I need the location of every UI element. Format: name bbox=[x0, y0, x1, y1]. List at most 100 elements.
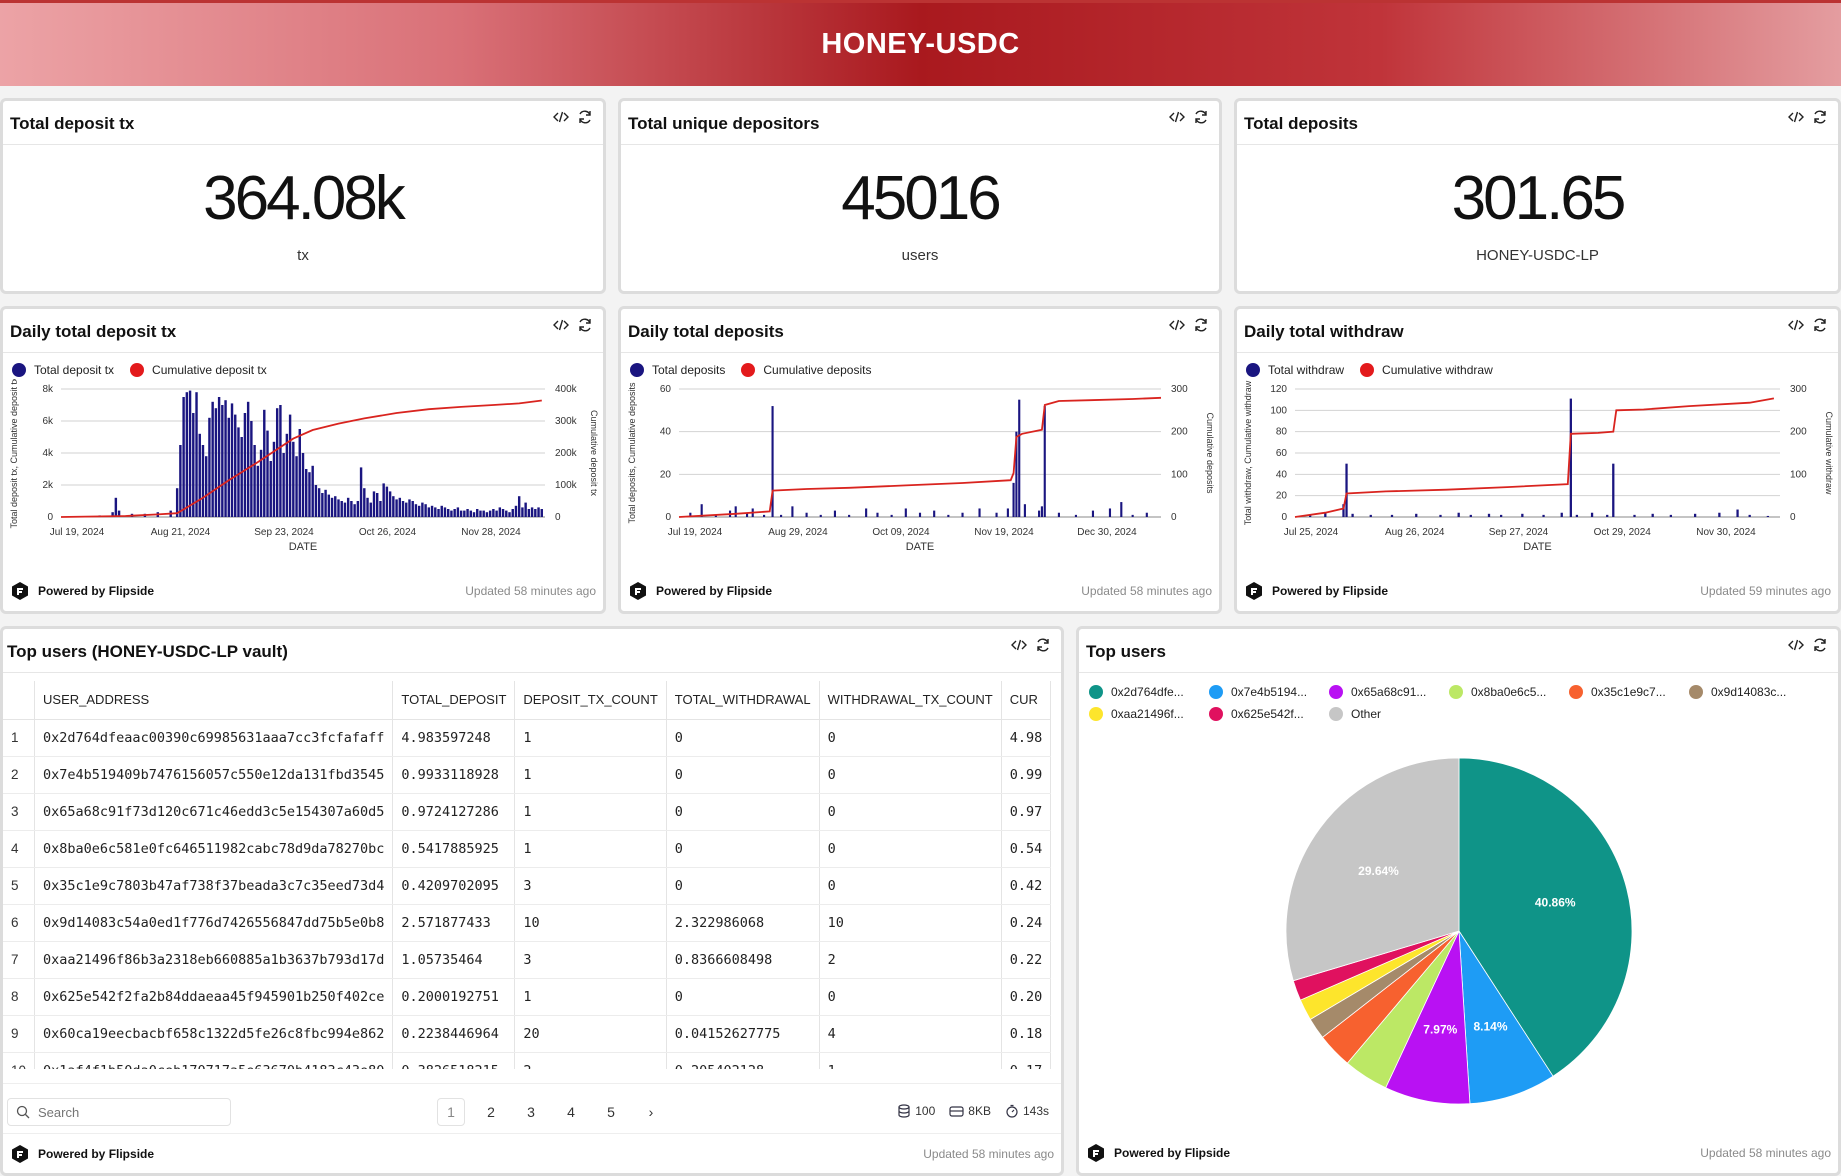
card-header: Total unique depositors bbox=[621, 101, 1219, 145]
y-tick-label: 80 bbox=[1276, 427, 1288, 438]
next-page-button[interactable]: › bbox=[648, 1104, 654, 1120]
y2-tick-label: 300k bbox=[555, 416, 578, 427]
bar bbox=[414, 504, 418, 517]
table-cell: 1 bbox=[514, 719, 667, 757]
legend-swatch bbox=[630, 363, 644, 377]
legend-item[interactable]: 0x9d14083c... bbox=[1689, 685, 1789, 699]
table-row[interactable]: 7 0xaa21496f86b3a2318eb660885a1b3637b793d… bbox=[3, 941, 1052, 979]
dashboard-title: HONEY-USDC bbox=[821, 28, 1020, 60]
column-header[interactable]: TOTAL_WITHDRAWAL bbox=[666, 681, 820, 720]
table-row[interactable]: 1 0x2d764dfeaac00390c69985631aaa7cc3fcfaf… bbox=[3, 719, 1052, 757]
top-users-pie-card: Top users 0x2d764dfe... 0x7e4b5194... 0x65… bbox=[1076, 626, 1841, 1176]
row-number: 3 bbox=[3, 793, 36, 831]
table-controls: 1 2 3 4 5 › 100 8KB 143s bbox=[3, 1083, 1061, 1139]
legend-label: Other bbox=[1351, 707, 1382, 721]
legend-item[interactable]: 0xaa21496f... bbox=[1089, 707, 1189, 721]
chart-card-total-withdraw: Daily total withdraw Total withdraw Cumu… bbox=[1234, 306, 1841, 614]
table-cell: 0.8366608498 bbox=[666, 941, 820, 979]
page-button-5[interactable]: 5 bbox=[607, 1104, 615, 1120]
page-button-2[interactable]: 2 bbox=[487, 1104, 495, 1120]
bar bbox=[527, 509, 531, 517]
powered-by[interactable]: Powered by Flipside bbox=[1086, 1143, 1230, 1163]
legend-item[interactable]: 0x65a68c91... bbox=[1329, 685, 1429, 699]
embed-code-icon[interactable] bbox=[1011, 637, 1027, 653]
powered-by[interactable]: Powered by Flipside bbox=[628, 581, 772, 601]
embed-code-icon[interactable] bbox=[1788, 109, 1804, 125]
bar bbox=[263, 409, 266, 517]
legend-item[interactable]: 0x35c1e9c7... bbox=[1569, 685, 1669, 699]
x-tick-label: Oct 29, 2024 bbox=[1594, 527, 1652, 538]
table-row[interactable]: 2 0x7e4b519409b7476156057c550e12da131fbd3… bbox=[3, 756, 1052, 794]
refresh-icon[interactable] bbox=[1193, 109, 1209, 125]
legend-swatch bbox=[1329, 685, 1343, 699]
embed-code-icon[interactable] bbox=[553, 109, 569, 125]
table-cell: 4.98 bbox=[1001, 719, 1052, 757]
powered-by[interactable]: Powered by Flipside bbox=[10, 1144, 154, 1164]
table-row[interactable]: 5 0x35c1e9c7803b47af738f37beada3c7c35eed7… bbox=[3, 867, 1052, 905]
y-tick-label: 60 bbox=[1276, 448, 1288, 459]
table-cell: 0x7e4b519409b7476156057c550e12da131fbd35… bbox=[34, 756, 394, 794]
legend-label: 0xaa21496f... bbox=[1111, 707, 1184, 721]
refresh-icon[interactable] bbox=[1193, 317, 1209, 333]
legend-item[interactable]: 0x625e542f... bbox=[1209, 707, 1309, 721]
bar bbox=[266, 430, 269, 517]
column-header[interactable] bbox=[3, 681, 36, 720]
bar bbox=[192, 413, 195, 517]
legend-item[interactable]: Other bbox=[1329, 707, 1429, 721]
table-row[interactable]: 100x1af4f1b50da0ceb170717a5e63670b4183c4… bbox=[3, 1052, 1052, 1069]
legend-item[interactable]: 0x2d764dfe... bbox=[1089, 685, 1189, 699]
refresh-icon[interactable] bbox=[1812, 109, 1828, 125]
search-icon bbox=[16, 1105, 30, 1119]
page-button-3[interactable]: 3 bbox=[527, 1104, 535, 1120]
column-header[interactable]: CUR bbox=[1001, 681, 1052, 720]
refresh-icon[interactable] bbox=[1812, 637, 1828, 653]
table-row[interactable]: 4 0x8ba0e6c581e0fc646511982cabc78d9da7827… bbox=[3, 830, 1052, 868]
refresh-icon[interactable] bbox=[577, 109, 593, 125]
embed-code-icon[interactable] bbox=[1788, 317, 1804, 333]
embed-code-icon[interactable] bbox=[1788, 637, 1804, 653]
table-cell: 0.2000192751 bbox=[392, 978, 516, 1016]
column-header[interactable]: WITHDRAWAL_TX_COUNT bbox=[819, 681, 1002, 720]
search-box[interactable] bbox=[7, 1098, 231, 1126]
bar bbox=[443, 507, 447, 517]
bar bbox=[198, 433, 201, 517]
row-number: 7 bbox=[3, 941, 36, 979]
refresh-icon[interactable] bbox=[577, 317, 593, 333]
legend-item[interactable]: Total withdraw bbox=[1246, 363, 1344, 377]
table-scroll-area[interactable]: USER_ADDRESS TOTAL_DEPOSIT DEPOSIT_TX_COUN… bbox=[3, 681, 1061, 1069]
powered-by[interactable]: Powered by Flipside bbox=[1244, 581, 1388, 601]
table-row[interactable]: 6 0x9d14083c54a0ed1f776d7426556847dd75b5e… bbox=[3, 904, 1052, 942]
table-row[interactable]: 3 0x65a68c91f73d120c671c46edd3c5e154307a6… bbox=[3, 793, 1052, 831]
column-header[interactable]: USER_ADDRESS bbox=[34, 681, 394, 720]
legend-item[interactable]: Cumulative withdraw bbox=[1360, 363, 1493, 377]
page-button-4[interactable]: 4 bbox=[567, 1104, 575, 1120]
bar bbox=[201, 445, 205, 517]
legend-item[interactable]: Cumulative deposit tx bbox=[130, 363, 267, 377]
column-header[interactable]: TOTAL_DEPOSIT bbox=[392, 681, 516, 720]
search-input[interactable] bbox=[38, 1104, 218, 1120]
legend-label: 0x625e542f... bbox=[1231, 707, 1304, 721]
powered-by[interactable]: Powered by Flipside bbox=[10, 581, 154, 601]
embed-code-icon[interactable] bbox=[1169, 109, 1185, 125]
refresh-icon[interactable] bbox=[1812, 317, 1828, 333]
card-footer: Powered by Flipside Updated 59 minutes a… bbox=[1237, 571, 1838, 611]
column-header[interactable]: DEPOSIT_TX_COUNT bbox=[514, 681, 667, 720]
table-row[interactable]: 8 0x625e542f2fa2b84ddaeaa45f945901b250f40… bbox=[3, 978, 1052, 1016]
bar bbox=[762, 514, 766, 517]
embed-code-icon[interactable] bbox=[1169, 317, 1185, 333]
bar bbox=[314, 485, 318, 517]
legend-item[interactable]: Total deposit tx bbox=[12, 363, 114, 377]
row-number: 2 bbox=[3, 756, 36, 794]
legend-item[interactable]: 0x8ba0e6c5... bbox=[1449, 685, 1549, 699]
bar bbox=[505, 510, 508, 517]
legend-item[interactable]: 0x7e4b5194... bbox=[1209, 685, 1309, 699]
legend-item[interactable]: Cumulative deposits bbox=[741, 363, 871, 377]
embed-code-icon[interactable] bbox=[553, 317, 569, 333]
page-button-1[interactable]: 1 bbox=[437, 1098, 465, 1126]
bar bbox=[372, 491, 376, 517]
flipside-logo-icon bbox=[12, 1144, 28, 1163]
legend-item[interactable]: Total deposits bbox=[630, 363, 725, 377]
table-row[interactable]: 9 0x60ca19eecbacbf658c1322d5fe26c8fbc994e… bbox=[3, 1015, 1052, 1053]
card-footer: Powered by Flipside Updated 58 minutes a… bbox=[3, 571, 603, 611]
refresh-icon[interactable] bbox=[1035, 637, 1051, 653]
